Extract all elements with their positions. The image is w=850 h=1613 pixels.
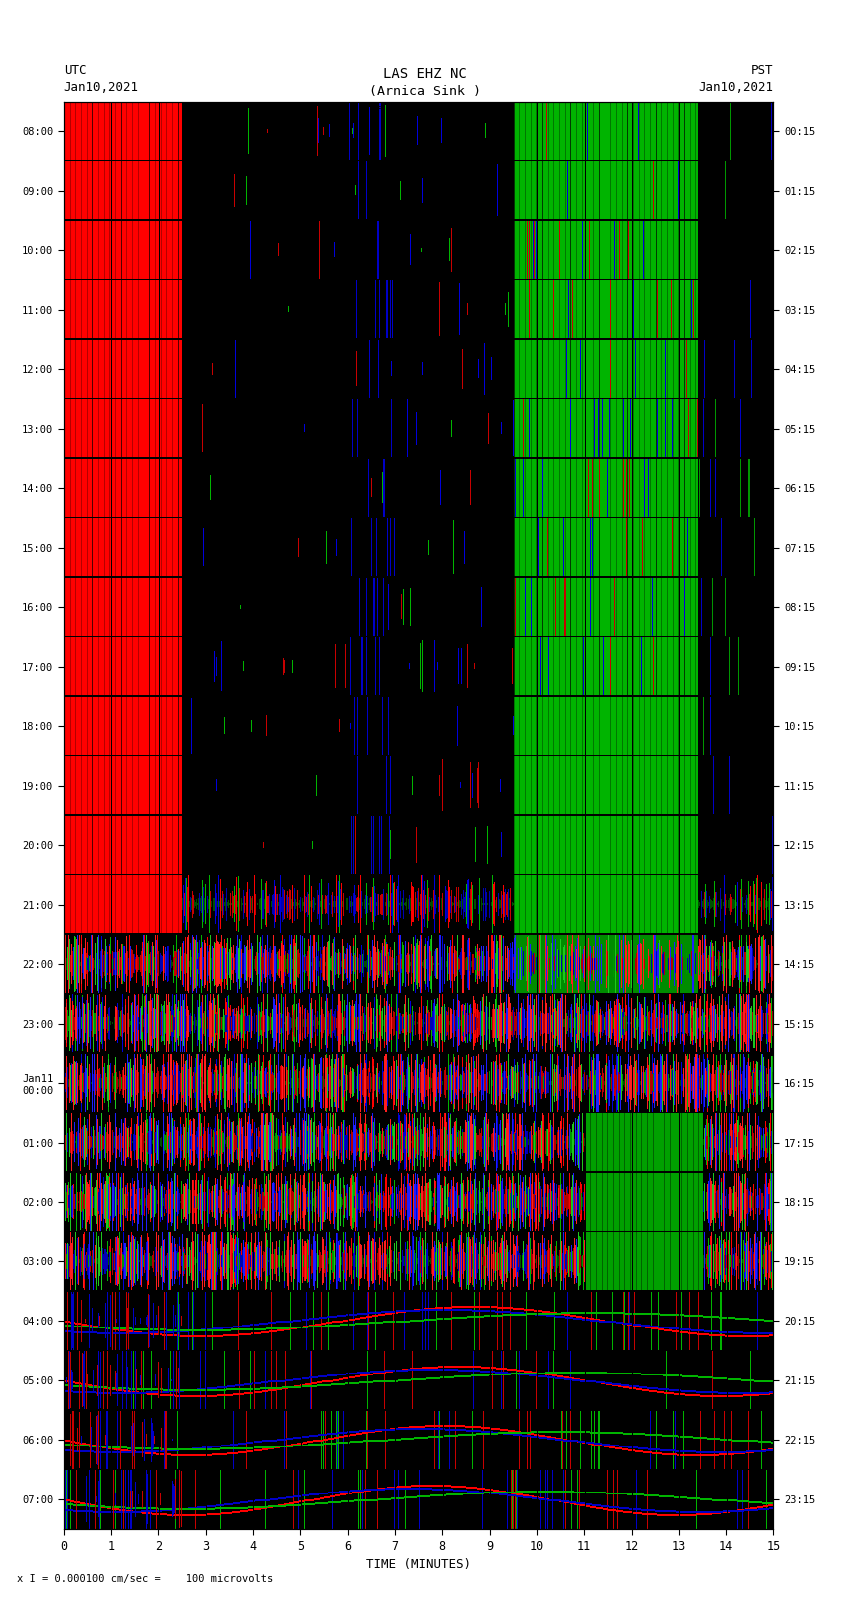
Text: UTC: UTC: [64, 65, 86, 77]
X-axis label: TIME (MINUTES): TIME (MINUTES): [366, 1558, 471, 1571]
Text: (Arnica Sink ): (Arnica Sink ): [369, 84, 481, 97]
Text: x I = 0.000100 cm/sec =    100 microvolts: x I = 0.000100 cm/sec = 100 microvolts: [17, 1574, 273, 1584]
Text: PST: PST: [751, 65, 774, 77]
Text: LAS EHZ NC: LAS EHZ NC: [383, 68, 467, 82]
Text: Jan10,2021: Jan10,2021: [699, 81, 774, 94]
Text: I = 0.000100 cm/sec: I = 0.000100 cm/sec: [361, 103, 489, 113]
Text: Jan10,2021: Jan10,2021: [64, 81, 139, 94]
